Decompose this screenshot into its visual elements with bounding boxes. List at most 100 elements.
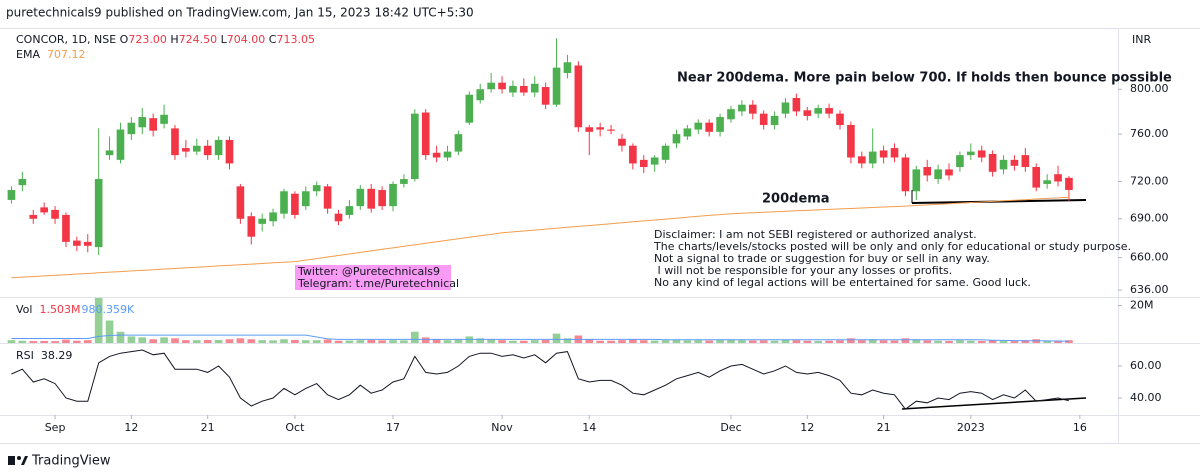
candle-body: [967, 151, 975, 156]
volume-bar: [476, 338, 485, 343]
volume-bar: [62, 339, 70, 343]
candle-body: [192, 145, 201, 152]
candle-body: [629, 145, 637, 164]
x-tick-label: 17: [386, 421, 400, 434]
candle-body: [977, 150, 986, 158]
candle-body: [509, 85, 517, 93]
legend-key: L: [220, 33, 227, 46]
volume-bar: [563, 338, 572, 343]
volume-bar: [803, 340, 812, 343]
volume-bar: [727, 339, 735, 343]
candle-body: [857, 156, 866, 164]
volume-bar: [770, 340, 779, 343]
disclaimer-line: Not a signal to trade or suggestion for …: [654, 252, 990, 265]
candle-body: [247, 216, 256, 237]
volume-bar: [530, 340, 539, 343]
candle-body: [1021, 155, 1030, 168]
candle-body: [40, 207, 48, 213]
logo: [8, 456, 28, 465]
candle-body: [182, 148, 190, 152]
candle-body: [705, 122, 713, 132]
x-tick-label: 12: [800, 421, 814, 434]
volume-bar: [552, 333, 561, 343]
candle-body: [280, 191, 288, 214]
legend-value: 980.359K: [81, 303, 135, 316]
candle-body: [345, 206, 354, 215]
candle-body: [73, 240, 81, 246]
volume-bar: [781, 340, 790, 343]
candle-body: [1010, 159, 1019, 166]
price-legend: CONCOR, 1D, NSE O723.00 H724.50 L704.00 …: [16, 34, 315, 46]
volume-bar: [1054, 340, 1062, 343]
volume-bar: [541, 340, 550, 343]
candle-body: [149, 118, 157, 131]
volume-bar: [1010, 341, 1019, 343]
volume-bar: [923, 340, 932, 343]
volume-bar: [378, 340, 386, 343]
volume-bar: [323, 339, 332, 343]
candle-body: [868, 151, 877, 164]
candle-body: [1043, 180, 1051, 184]
candle-body: [356, 188, 365, 207]
volume-bar: [879, 340, 888, 343]
volume-bar: [421, 337, 430, 343]
x-tick-label: 14: [582, 421, 596, 434]
volume-bar: [182, 340, 190, 343]
volume-bar: [618, 340, 626, 343]
volume-bar: [629, 339, 637, 343]
candle-body: [945, 169, 953, 176]
volume-bar: [650, 340, 659, 343]
y-tick-label: 60.00: [1130, 359, 1162, 372]
candle-body: [803, 110, 812, 116]
candle-body: [225, 139, 234, 164]
candle-body: [94, 179, 103, 248]
volume-bar: [1065, 340, 1073, 343]
volume-bar: [498, 340, 506, 343]
legend-value: 723.00: [128, 33, 167, 46]
candle-body: [956, 155, 964, 168]
volume-bar: [967, 340, 975, 343]
volume-bar: [901, 338, 910, 343]
volume-bar: [291, 340, 299, 343]
annotation: Near 200dema. More pain below 700. If ho…: [677, 71, 1172, 86]
candle-body: [999, 159, 1008, 170]
volume-bar: [956, 340, 964, 343]
volume-bar: [847, 338, 855, 343]
candle-body: [814, 108, 823, 114]
candle-body: [258, 218, 267, 224]
legend-value: 713.05: [276, 33, 315, 46]
volume-bar: [857, 340, 866, 343]
candle-body: [367, 188, 376, 209]
volume-bar: [247, 339, 256, 343]
candle-body: [683, 128, 692, 137]
disclaimer-line: I will not be responsible for your any l…: [654, 264, 953, 277]
disclaimer-line: No any kind of legal actions will be ent…: [654, 276, 1031, 289]
candle-body: [105, 150, 114, 156]
candle-body: [738, 104, 746, 112]
volume-bar: [1021, 340, 1030, 343]
y-tick-label: 20M: [1130, 299, 1154, 312]
candle-body: [836, 113, 844, 125]
candle-body: [312, 185, 321, 192]
candle-body: [323, 186, 332, 209]
volume-bar: [301, 340, 310, 343]
volume-bar: [443, 340, 452, 343]
candle-body: [203, 145, 212, 156]
legend-title: RSI: [16, 349, 34, 362]
rsi-line: [11, 349, 1070, 410]
candle-body: [1065, 177, 1073, 190]
candle-body: [770, 115, 779, 125]
candle-body: [639, 159, 648, 168]
volume-bar: [825, 340, 833, 343]
volume-bar: [116, 331, 125, 343]
volume-bar: [748, 340, 757, 343]
volume-bar: [945, 340, 953, 343]
volume-bar: [661, 340, 670, 343]
volume-bar: [192, 340, 201, 343]
volume-bar: [672, 340, 681, 343]
volume-bar: [400, 340, 408, 343]
volume-bar: [694, 340, 703, 343]
candle-body: [727, 109, 735, 120]
x-tick-label: 16: [1073, 421, 1087, 434]
